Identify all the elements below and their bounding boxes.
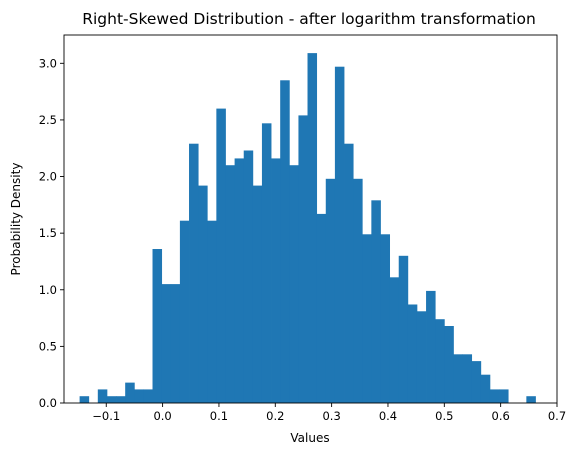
y-axis-ticks: 0.0 0.5 1.0 1.5 2.0 2.5 3.0 [39,56,64,410]
histogram-bar-15 [216,108,226,403]
histogram-bar-13 [198,185,208,403]
histogram-bar-19 [252,185,263,403]
histogram-bar-38 [426,290,436,403]
x-tick-label-8: 0.7 [548,409,566,423]
histogram-bar-46 [499,389,509,403]
histogram-bar-26 [316,213,327,403]
histogram-bar-32 [371,200,381,403]
histogram-bar-37 [416,311,427,403]
histogram-bar-8 [152,249,163,403]
histogram-bar-17 [234,158,245,403]
histogram-bar-41 [453,354,463,403]
histogram-bar-14 [207,220,217,403]
histogram-bar-3 [106,396,117,403]
histogram-bar-0 [79,396,90,403]
x-tick-label-1: 0.0 [153,409,171,423]
histogram-bar-29 [344,143,354,403]
histogram-bar-40 [444,326,454,403]
histogram-bar-5 [125,382,135,403]
x-tick-label-6: 0.5 [435,409,453,423]
plot-frame [63,34,558,404]
y-tick-label-4: 2.0 [39,170,57,184]
y-tick-label-0: 0.0 [39,396,57,410]
histogram-bar-44 [480,374,491,403]
histogram-bar-43 [471,361,482,403]
y-tick-label-3: 1.5 [39,226,57,240]
histogram-bar-49 [526,396,536,403]
x-tick-label-0: −0.1 [92,409,120,423]
histogram-bar-12 [189,143,199,403]
histogram-bar-27 [325,178,336,403]
x-tick-label-7: 0.6 [492,409,510,423]
histogram-bar-9 [161,284,172,403]
histogram-bar-20 [261,123,272,403]
y-tick-label-2: 1.0 [39,283,57,297]
histogram-bar-21 [271,158,281,403]
y-tick-label-1: 0.5 [39,339,57,353]
histogram-bar-11 [179,220,190,403]
chart-title: Right-Skewed Distribution - after logari… [82,10,536,28]
histogram-bar-16 [225,165,236,403]
histogram-bar-34 [389,277,400,403]
x-tick-label-5: 0.4 [379,409,397,423]
histogram-bar-2 [97,389,108,403]
histogram-bar-36 [407,304,418,403]
histogram-bar-45 [489,389,500,403]
histogram-bar-4 [116,396,126,403]
histogram-bar-18 [243,150,254,403]
histogram-bar-22 [280,80,290,404]
histogram-bar-7 [143,389,153,403]
histogram-bar-25 [307,53,318,404]
histogram-bar-30 [353,178,363,403]
y-tick-label-5: 2.5 [39,113,57,127]
x-axis-label: Values [290,431,329,445]
histogram-bar-6 [134,389,144,403]
y-tick-label-6: 3.0 [39,56,57,70]
x-tick-label-4: 0.3 [322,409,340,423]
histogram-bar-24 [298,115,308,403]
histogram-bar-39 [435,319,445,403]
histogram-bar-33 [380,234,391,403]
histogram-bar-28 [334,66,345,403]
x-tick-label-3: 0.2 [266,409,284,423]
histogram-bars [79,53,536,404]
histogram-bar-42 [462,354,473,403]
histogram-bar-23 [289,165,299,403]
histogram-bar-35 [398,255,409,403]
y-axis-label: Probability Density [9,163,23,276]
histogram-bar-10 [170,284,181,403]
x-tick-label-2: 0.1 [210,409,228,423]
histogram-bar-31 [362,234,372,403]
x-axis-ticks: −0.1 0.0 0.1 0.2 0.3 0.4 0.5 0.6 0.7 [92,403,566,423]
